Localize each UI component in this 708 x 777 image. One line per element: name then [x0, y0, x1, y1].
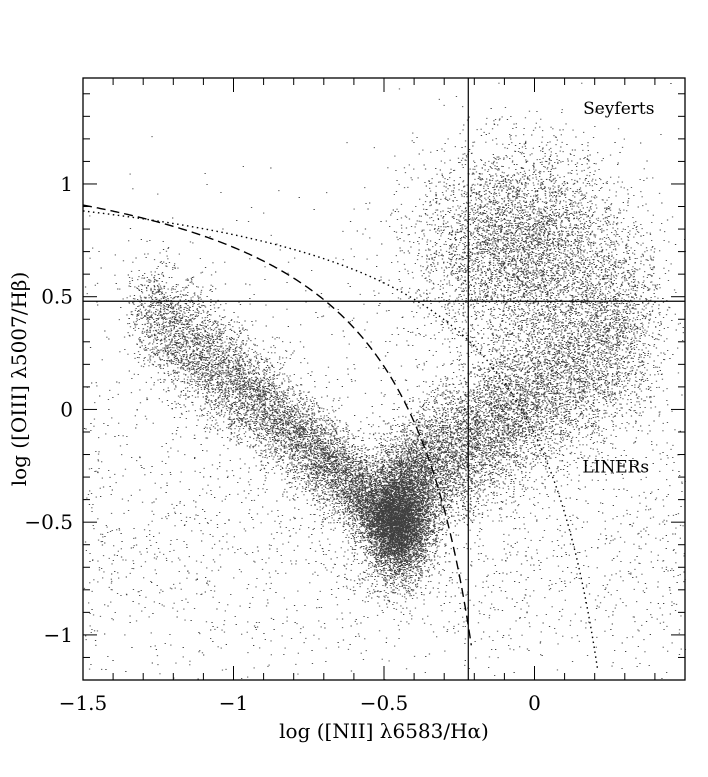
- y-tick-label: −0.5: [24, 510, 73, 534]
- x-tick-label: −1.5: [59, 691, 108, 715]
- scatter-points: [83, 82, 686, 681]
- x-tick-label: −1: [219, 691, 248, 715]
- scatter-point-cloud: [83, 82, 686, 681]
- axis-ticks: [82, 78, 686, 680]
- x-axis-title: log ([NII] λ6583/Hα): [279, 719, 489, 743]
- y-tick-label: 1: [60, 172, 73, 196]
- reference-lines: [83, 78, 685, 680]
- seyferts-label: Seyferts: [583, 99, 654, 119]
- y-axis-title: log ([OIII] λ5007/Hβ): [7, 272, 31, 487]
- plot-frame: [82, 77, 686, 681]
- x-tick-label: 0: [528, 691, 541, 715]
- y-tick-label: −1: [44, 623, 73, 647]
- y-tick-label: 0.5: [41, 285, 73, 309]
- demarcation-curves: [82, 204, 599, 671]
- liners-label: LINERs: [582, 458, 649, 478]
- x-tick-label: −0.5: [360, 691, 409, 715]
- tick-labels: −1.5 −1 −0.5 0 1 0.5 0 −0.5 −1: [24, 172, 540, 715]
- dashed-demarcation-curve: [82, 204, 472, 646]
- y-tick-label: 0: [60, 397, 73, 421]
